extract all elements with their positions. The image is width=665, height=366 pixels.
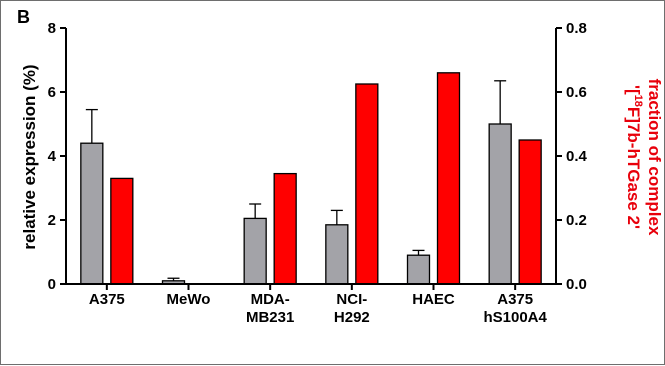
x-tick-label-2-0: MDA- <box>251 291 290 308</box>
x-tick-label-2-1: MB231 <box>246 309 294 326</box>
x-tick-label-1-0: MeWo <box>167 291 211 308</box>
left-tick-label-3: 6 <box>48 84 56 101</box>
x-tick-label-5-1: hS100A4 <box>483 309 547 326</box>
right-tick-label-0: 0.0 <box>566 276 587 293</box>
bar-red-0 <box>110 177 134 285</box>
bar-gray-3 <box>325 224 349 285</box>
left-tick-label-2: 4 <box>48 148 57 165</box>
bar-gray-0 <box>80 142 104 285</box>
bar-gray-2 <box>243 217 267 285</box>
x-tick-label-4-0: HAEC <box>412 291 455 308</box>
bar-gray-5 <box>488 123 512 285</box>
right-tick-label-2: 0.4 <box>566 148 588 165</box>
right-tick-label-1: 0.2 <box>566 212 587 229</box>
bar-red-3 <box>355 83 379 285</box>
right-axis-label-line-2: '[18F]7b-hTGase 2' <box>624 85 644 229</box>
bar-gray-4 <box>406 254 431 285</box>
left-ticks-layer: 0 2 4 6 8 <box>48 20 66 293</box>
right-axis-label-superscript: 18 <box>632 95 644 107</box>
bar-red-5 <box>518 139 542 285</box>
left-axis-label: relative expression (%) <box>20 64 39 249</box>
left-tick-label-1: 2 <box>48 212 56 229</box>
right-ticks-layer: 0.0 0.2 0.4 0.6 0.8 <box>556 20 588 293</box>
right-tick-label-3: 0.6 <box>566 84 587 101</box>
panel-label: B <box>17 7 30 27</box>
right-axis-label-prefix: '[ <box>624 85 643 95</box>
bar-red-4 <box>436 72 461 285</box>
right-axis-label: fraction of complex '[18F]7b-hTGase 2' <box>624 79 664 236</box>
error-bars-layer <box>85 80 507 281</box>
right-axis-label-suffix: F]7b-hTGase 2' <box>624 107 643 229</box>
x-tick-label-3-0: NCI- <box>336 291 367 308</box>
left-tick-label-0: 0 <box>48 276 56 293</box>
x-tick-label-5-0: A375 <box>497 291 533 308</box>
left-tick-label-4: 8 <box>48 20 56 37</box>
bars-layer <box>80 72 542 285</box>
right-tick-label-4: 0.8 <box>566 20 587 37</box>
x-tick-label-0-0: A375 <box>89 291 125 308</box>
bar-red-2 <box>273 172 297 285</box>
x-tick-label-3-1: H292 <box>334 309 370 326</box>
right-axis-label-line-1: fraction of complex <box>645 79 664 236</box>
